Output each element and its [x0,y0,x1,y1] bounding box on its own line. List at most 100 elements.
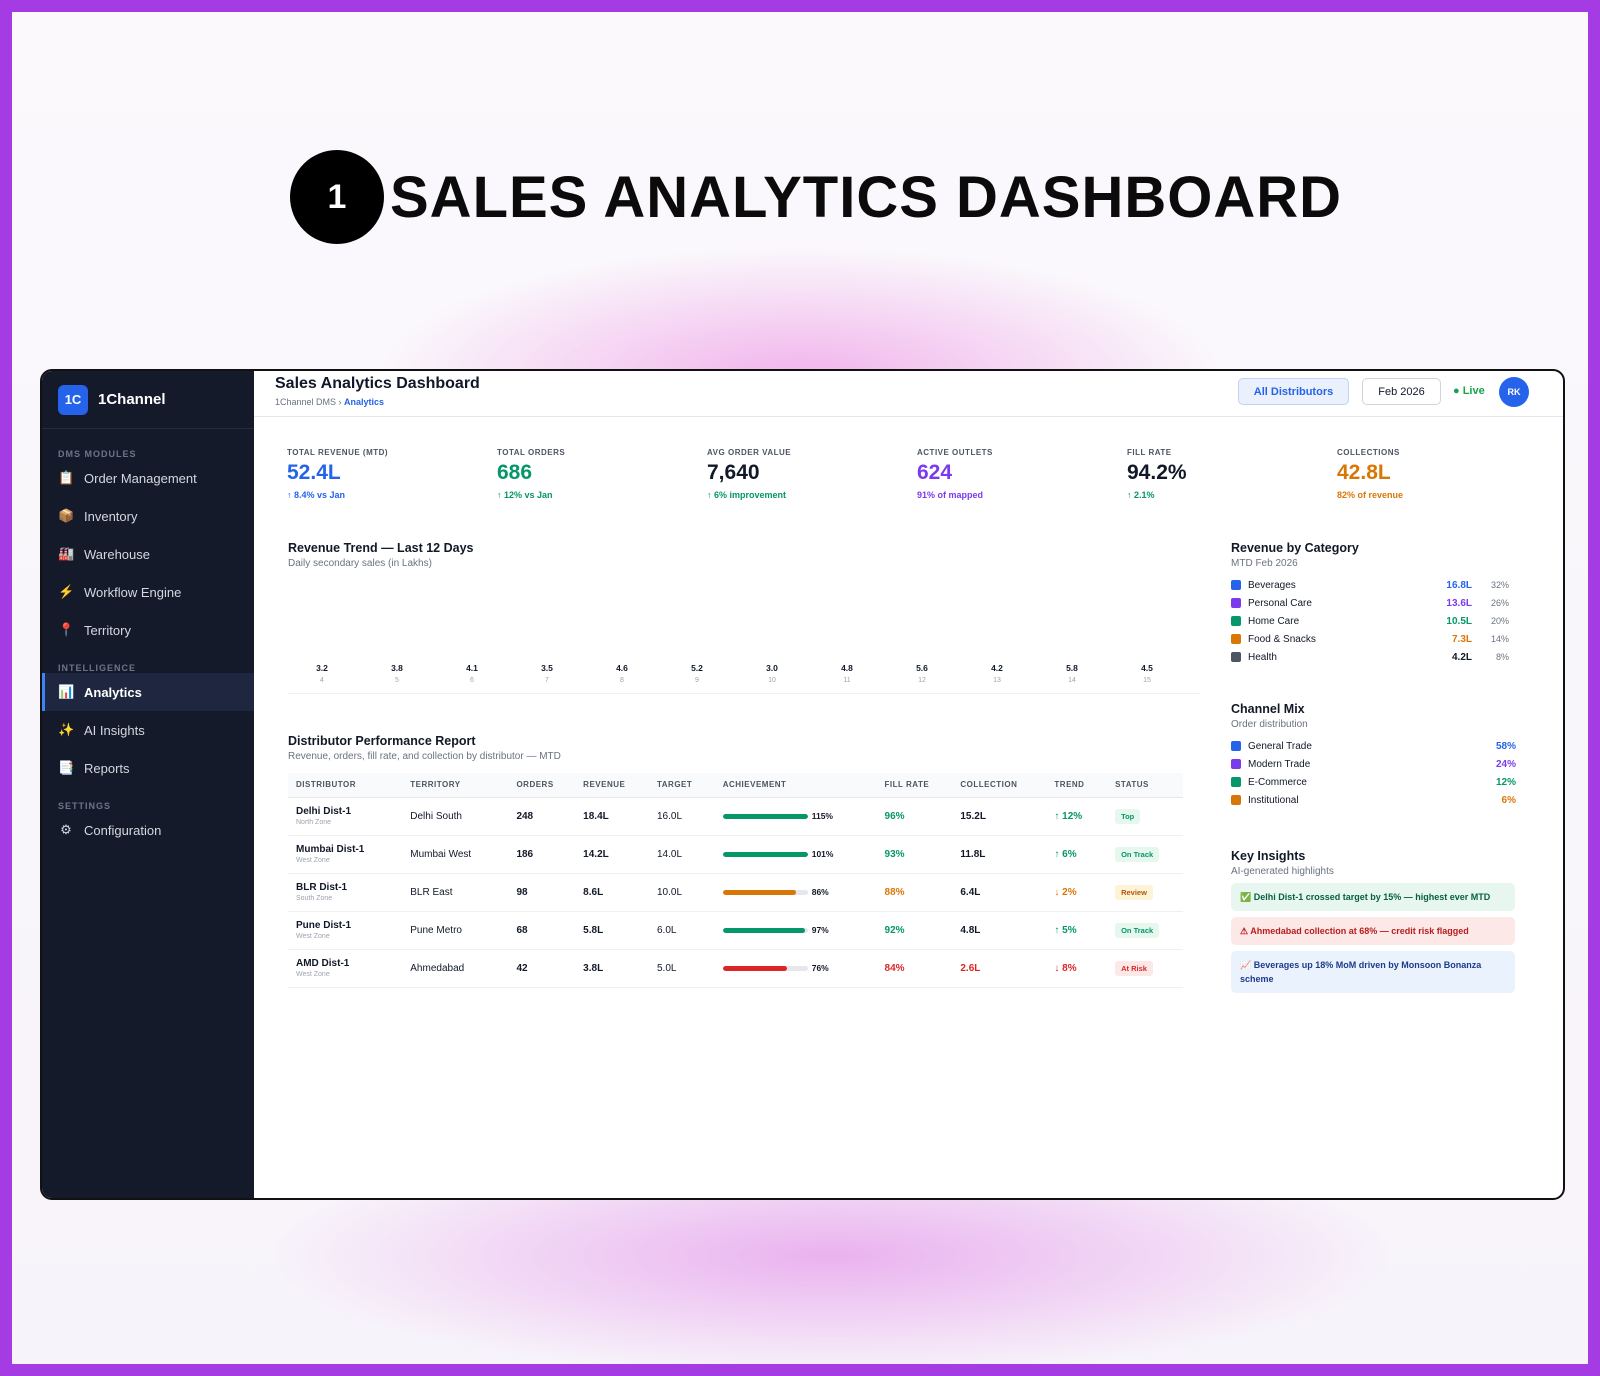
trend-day-label: 8 [620,677,624,684]
package-icon: 📦 [58,508,75,523]
clipboard-icon: 📋 [58,470,75,485]
achievement-cell: 76% [714,949,877,988]
category-percent: 8% [1495,652,1509,662]
table-row[interactable]: BLR Dist-1 South Zone BLR East 98 8.6L 10.0L 8… [288,873,1183,912]
column-header[interactable]: COLLECTION [952,773,1047,798]
column-header[interactable]: TERRITORY [402,773,509,798]
legend-swatch [1231,795,1241,805]
achievement-cell: 101% [714,835,877,874]
achievement-bar-track [722,927,808,933]
trend-day-label: 9 [695,677,699,684]
target-cell: 14.0L [648,835,715,874]
legend-swatch [1231,759,1241,769]
achievement-cell: 115% [714,797,877,836]
column-header[interactable]: DISTRIBUTOR [288,773,403,798]
main-content: Sales Analytics Dashboard 1Channel DMS ›… [254,371,1563,1198]
status-cell: On Track [1107,835,1183,874]
trend-value-label: 5.8 [1066,663,1078,673]
collection-cell: 6.4L [952,873,1047,912]
warehouse-icon: 🏭 [58,546,75,561]
category-name: Home Care [1248,615,1300,627]
sidebar-item-inventory[interactable]: 📦 Inventory [42,497,254,535]
channel-percent: 6% [1501,794,1516,806]
distributor-cell: AMD Dist-1 West Zone [288,949,403,988]
channel-list: General Trade 58% Modern Trade 24% E-Commerc… [1231,737,1516,809]
insight-card[interactable]: ⚠ Ahmedabad collection at 68% — credit r… [1231,917,1515,945]
collection-cell: 11.8L [952,835,1047,874]
kpi-label: COLLECTIONS [1337,448,1400,457]
trend-day-label: 14 [1068,677,1076,684]
collection-cell: 4.8L [952,911,1047,950]
achievement-bar-track [722,889,808,895]
user-avatar[interactable]: RK [1499,377,1529,407]
kpi-card: TOTAL ORDERS 686 ↑ 12% vs Jan [497,448,565,500]
kpi-card: AVG ORDER VALUE 7,640 ↑ 6% improvement [707,448,791,500]
sidebar-item-territory[interactable]: 📍 Territory [42,611,254,649]
kpi-value: 52.4L [287,461,341,484]
channel-row: General Trade 58% [1231,737,1516,755]
achievement-percent: 86% [811,887,829,897]
distributor-name: BLR Dist-1 [296,882,348,893]
column-header[interactable]: ACHIEVEMENT [714,773,877,798]
sidebar-item-configuration[interactable]: ⚙ Configuration [42,811,254,849]
hero-title: SALES ANALYTICS DASHBOARD [390,164,1343,230]
pin-icon: 📍 [58,622,75,637]
channel-row: Institutional 6% [1231,791,1516,809]
distributor-zone: West Zone [296,933,330,940]
trend-day-label: 4 [320,677,324,684]
brand[interactable]: 1C 1Channel [42,371,254,429]
kpi-subtext: ↑ 8.4% vs Jan [287,490,346,500]
revenue-by-category-subtitle: MTD Feb 2026 [1231,558,1298,569]
channel-mix-subtitle: Order distribution [1231,719,1308,730]
column-header[interactable]: STATUS [1107,773,1183,798]
distributor-table: DISTRIBUTOR TERRITORY ORDERS REVENUE TARGET A… [288,773,1183,988]
period-selector-button[interactable]: Feb 2026 [1362,378,1441,405]
territory-cell: Mumbai West [402,835,509,874]
trend-cell: ↑ 5% [1046,911,1108,950]
distributor-name: Delhi Dist-1 [296,806,352,817]
column-header[interactable]: TREND [1046,773,1108,798]
brand-logo: 1C [58,384,88,415]
achievement-bar-group: 76% [722,963,877,973]
table-row[interactable]: AMD Dist-1 West Zone Ahmedabad 42 3.8L 5.0L 76… [288,949,1183,988]
legend-swatch [1231,652,1241,662]
sidebar-item-warehouse[interactable]: 🏭 Warehouse [42,535,254,573]
orders-cell: 186 [508,835,576,874]
sidebar-item-label: Order Management [84,470,197,486]
sidebar-item-order-management[interactable]: 📋 Order Management [42,459,254,497]
distributor-report-title: Distributor Performance Report [288,734,476,748]
achievement-bar-fill [722,965,788,971]
trend-tick: 4.1 6 [452,663,492,684]
distributor-report-card: Distributor Performance Report Revenue, … [288,734,1188,988]
column-header[interactable]: REVENUE [575,773,649,798]
sidebar-item-ai-insights[interactable]: ✨ AI Insights [42,711,254,749]
status-cell: At Risk [1107,949,1183,988]
sidebar-item-analytics[interactable]: 📊 Analytics [42,673,254,711]
table-row[interactable]: Mumbai Dist-1 West Zone Mumbai West 186 14.2… [288,835,1183,874]
territory-cell: Ahmedabad [402,949,509,988]
category-name: Beverages [1248,579,1296,591]
key-insights-card: Key Insights AI-generated highlights ✅ D… [1231,849,1515,993]
column-header[interactable]: FILL RATE [876,773,953,798]
distributor-name: Pune Dist-1 [296,920,352,931]
kpi-value: 7,640 [707,461,760,484]
status-badge: Top [1115,808,1141,824]
table-row[interactable]: Pune Dist-1 West Zone Pune Metro 68 5.8L 6.0L… [288,911,1183,950]
revenue-trend-title: Revenue Trend — Last 12 Days [288,541,474,555]
achievement-bar-fill [722,851,808,857]
table-body: Delhi Dist-1 North Zone Delhi South 248 18.4… [288,797,1183,988]
distributor-filter-button[interactable]: All Distributors [1238,378,1349,405]
column-header[interactable]: ORDERS [508,773,576,798]
sidebar-item-reports[interactable]: 📑 Reports [42,749,254,787]
achievement-percent: 97% [811,925,829,935]
breadcrumb-root[interactable]: 1Channel DMS › [275,397,342,407]
trend-tick: 3.5 7 [527,663,567,684]
key-insights-subtitle: AI-generated highlights [1231,866,1334,877]
table-row[interactable]: Delhi Dist-1 North Zone Delhi South 248 18.4… [288,797,1183,836]
sidebar-item-workflow-engine[interactable]: ⚡ Workflow Engine [42,573,254,611]
gear-icon: ⚙ [60,822,72,837]
column-header[interactable]: TARGET [648,773,715,798]
insight-card[interactable]: ✅ Delhi Dist-1 crossed target by 15% — h… [1231,883,1515,911]
insight-card[interactable]: 📈 Beverages up 18% MoM driven by Monsoon… [1231,951,1515,993]
legend-swatch [1231,580,1241,590]
